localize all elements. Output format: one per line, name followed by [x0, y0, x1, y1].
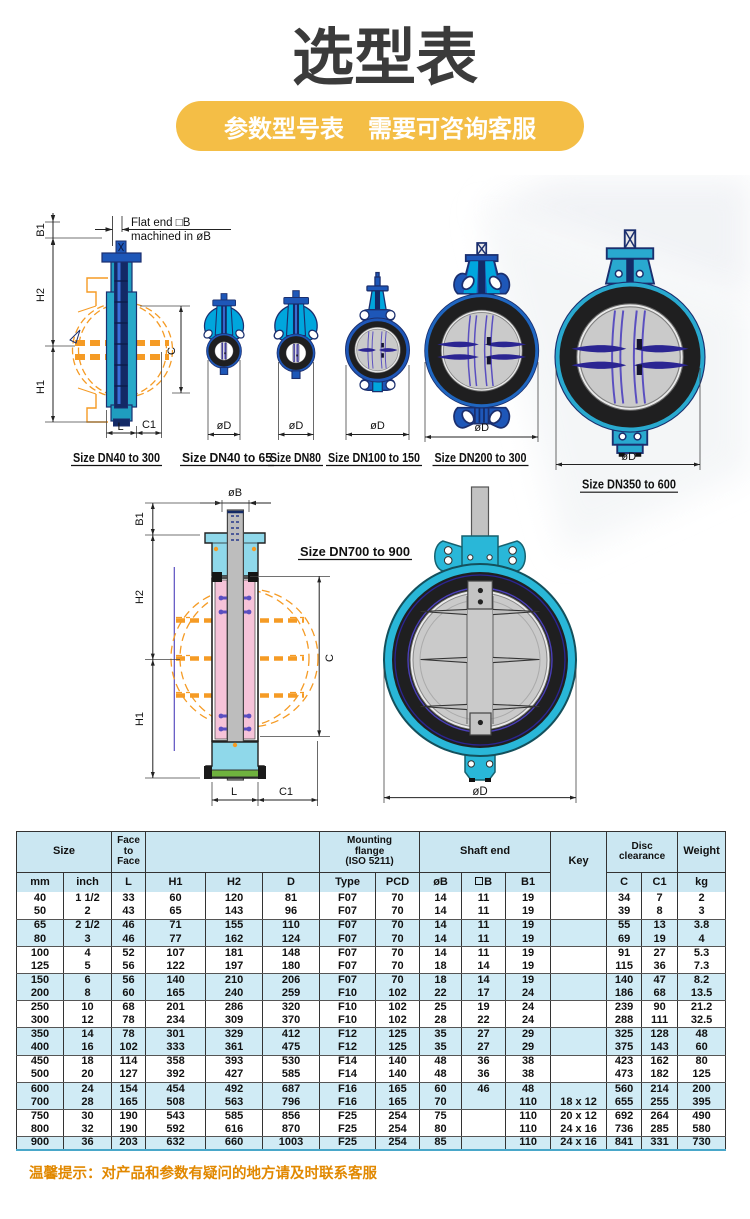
svg-text:øD: øD — [217, 420, 232, 432]
svg-text:B1: B1 — [35, 223, 47, 236]
svg-text:C: C — [324, 654, 336, 662]
svg-text:øD: øD — [474, 422, 489, 434]
svg-text:H1: H1 — [134, 712, 146, 726]
svg-text:øD: øD — [370, 420, 385, 432]
svg-text:C1: C1 — [142, 419, 156, 431]
svg-text:Size DN100 to 150: Size DN100 to 150 — [328, 451, 420, 465]
svg-text:Size DN40 to 300: Size DN40 to 300 — [73, 451, 160, 465]
svg-text:C: C — [166, 347, 178, 355]
svg-text:Size DN700 to 900: Size DN700 to 900 — [300, 544, 410, 559]
svg-text:øB: øB — [228, 487, 242, 499]
svg-text:øD: øD — [289, 420, 304, 432]
svg-text:Flat end □B: Flat end □B — [131, 217, 191, 229]
svg-text:H1: H1 — [35, 380, 47, 394]
svg-text:Size DN40 to 65: Size DN40 to 65 — [182, 451, 272, 465]
svg-text:øD: øD — [621, 451, 636, 463]
svg-text:H2: H2 — [134, 590, 146, 604]
svg-text:L: L — [231, 786, 237, 798]
svg-text:B1: B1 — [134, 512, 146, 525]
svg-text:H2: H2 — [35, 288, 47, 302]
svg-text:Size DN80: Size DN80 — [270, 451, 321, 465]
svg-text:C1: C1 — [279, 786, 293, 798]
svg-text:øD: øD — [472, 786, 487, 798]
svg-text:Size DN350 to 600: Size DN350 to 600 — [582, 478, 676, 492]
svg-text:machined in øB: machined in øB — [131, 231, 211, 243]
svg-text:Size DN200 to 300: Size DN200 to 300 — [435, 451, 527, 465]
svg-text:L: L — [117, 421, 123, 433]
